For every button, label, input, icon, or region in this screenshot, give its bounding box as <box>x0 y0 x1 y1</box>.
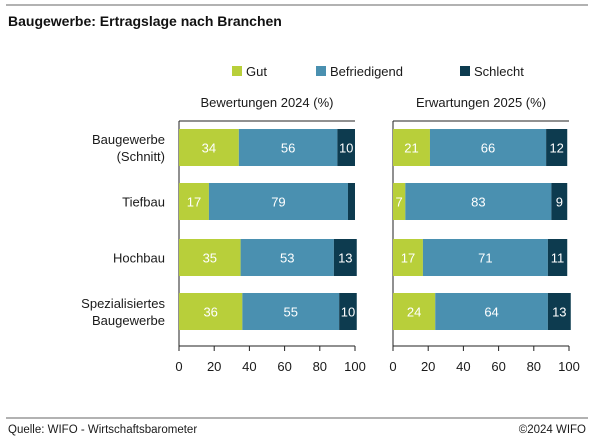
bar-value-label: 21 <box>404 141 418 156</box>
category-label: Baugewerbe <box>92 313 165 328</box>
legend-swatch-schlecht <box>460 66 470 76</box>
bar-schlecht-3 <box>339 293 357 330</box>
bar-gut-1 <box>179 183 209 220</box>
panel-bewertungen-2024: Bewertungen 2024 (%) 0 20 40 60 80 100 34 56 10 17… <box>175 95 365 374</box>
bar-gut-0 <box>179 129 239 166</box>
bar-befriedigend-1 <box>208 183 348 220</box>
bar-value-label: 53 <box>280 251 294 266</box>
panel-erwartungen-2025: Erwartungen 2025 (%) 0 20 40 60 80 100 21 66 12 7 8… <box>389 95 579 374</box>
panel-title: Erwartungen 2025 (%) <box>416 95 546 110</box>
bar-schlecht-1 <box>551 183 568 220</box>
bar-befriedigend-3 <box>435 293 548 330</box>
x-tick-label: 60 <box>277 359 291 374</box>
bar-gut-0 <box>393 129 430 166</box>
legend-label-gut: Gut <box>246 64 267 79</box>
bar-gut-1 <box>393 183 406 220</box>
x-tick-label: 100 <box>344 359 366 374</box>
category-label: Baugewerbe <box>92 132 165 147</box>
bar-gut-3 <box>393 293 436 330</box>
bar-schlecht-3 <box>547 293 571 330</box>
legend: Gut Befriedigend Schlecht <box>232 64 524 79</box>
bar-value-label: 10 <box>341 305 355 320</box>
chart-title: Baugewerbe: Ertragslage nach Branchen <box>8 13 282 29</box>
category-label: Tiefbau <box>122 195 165 210</box>
bar-schlecht-1 <box>347 183 355 220</box>
x-tick-label: 0 <box>389 359 396 374</box>
bar-gut-3 <box>179 293 243 330</box>
bar-value-label: 17 <box>187 195 201 210</box>
bar-value-label: 71 <box>478 251 492 266</box>
bar-value-label: 35 <box>203 251 217 266</box>
bar-value-label: 34 <box>202 141 216 156</box>
x-tick-label: 20 <box>421 359 435 374</box>
bar-value-label: 24 <box>407 305 421 320</box>
x-tick-label: 0 <box>175 359 182 374</box>
category-label: Spezialisiertes <box>81 296 165 311</box>
bar-value-label: 13 <box>552 305 566 320</box>
bar-value-label: 56 <box>281 141 295 156</box>
bar-befriedigend-0 <box>238 129 338 166</box>
bar-value-label: 9 <box>556 195 563 210</box>
bar-schlecht-2 <box>333 239 357 276</box>
panel-title: Bewertungen 2024 (%) <box>201 95 334 110</box>
bar-gut-2 <box>393 239 423 276</box>
x-tick-label: 20 <box>207 359 221 374</box>
bar-value-label: 12 <box>549 141 563 156</box>
category-labels: Baugewerbe (Schnitt) Tiefbau Hochbau Spezial… <box>81 132 165 328</box>
bar-gut-2 <box>179 239 241 276</box>
x-tick-label: 40 <box>242 359 256 374</box>
category-label: (Schnitt) <box>117 149 165 164</box>
legend-label-schlecht: Schlecht <box>474 64 524 79</box>
bar-value-label: 64 <box>484 305 498 320</box>
legend-label-befriedigend: Befriedigend <box>330 64 403 79</box>
bar-value-label: 83 <box>471 195 485 210</box>
x-tick-label: 80 <box>313 359 327 374</box>
x-tick-label: 40 <box>456 359 470 374</box>
copyright-note: ©2024 WIFO <box>519 424 586 436</box>
x-tick-label: 60 <box>491 359 505 374</box>
bar-value-label: 66 <box>481 141 495 156</box>
bar-value-label: 13 <box>338 251 352 266</box>
bar-schlecht-2 <box>547 239 568 276</box>
bar-schlecht-0 <box>337 129 355 166</box>
bar-befriedigend-3 <box>242 293 340 330</box>
bar-value-label: 11 <box>551 251 565 266</box>
x-tick-label: 100 <box>558 359 580 374</box>
bar-value-label: 17 <box>401 251 415 266</box>
x-tick-label: 80 <box>527 359 541 374</box>
bar-befriedigend-2 <box>422 239 548 276</box>
bar-value-label: 55 <box>284 305 298 320</box>
bar-befriedigend-2 <box>240 239 334 276</box>
source-note: Quelle: WIFO - Wirtschaftsbarometer <box>8 424 197 436</box>
category-label: Hochbau <box>113 251 165 266</box>
bar-value-label: 79 <box>271 195 285 210</box>
bar-befriedigend-0 <box>429 129 547 166</box>
bar-value-label: 10 <box>339 141 353 156</box>
legend-swatch-befriedigend <box>316 66 326 76</box>
legend-swatch-gut <box>232 66 242 76</box>
bar-befriedigend-1 <box>405 183 552 220</box>
bar-value-label: 36 <box>203 305 217 320</box>
bar-schlecht-0 <box>546 129 568 166</box>
bar-value-label: 7 <box>396 195 403 210</box>
